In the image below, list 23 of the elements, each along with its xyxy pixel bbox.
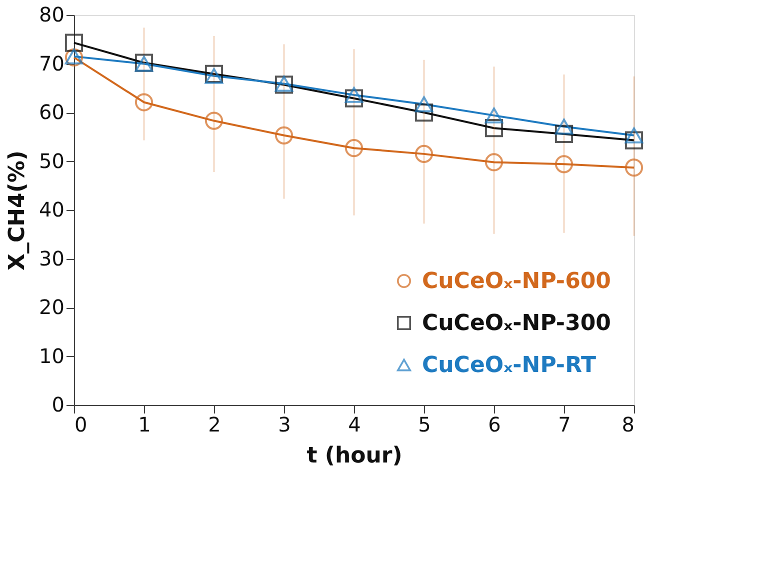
x-axis-title: t (hour)	[306, 444, 402, 468]
y-tick-label: 70	[39, 51, 64, 76]
y-tick-label: 80	[39, 2, 64, 26]
legend-label: CuCeOₓ-NP-RT	[422, 353, 596, 378]
x-tick-label: 5	[418, 412, 431, 436]
x-tick-label: 7	[558, 412, 571, 436]
y-tick-label: 0	[52, 392, 64, 416]
x-tick-label: 8	[622, 412, 634, 436]
y-tick-label: 50	[39, 148, 64, 173]
y-tick-label: 60	[39, 100, 64, 124]
y-tick-label: 20	[39, 295, 64, 319]
x-tick-label: 2	[208, 412, 221, 436]
x-tick-label: 0	[74, 412, 88, 436]
y-tick-label: 40	[39, 198, 64, 222]
x-tick-label: 6	[488, 412, 501, 436]
x-tick-label: 4	[348, 412, 361, 436]
y-axis-title: X_CH4(%)	[5, 150, 30, 270]
x-tick-label: 1	[138, 412, 151, 436]
legend-label: CuCeOₓ-NP-600	[422, 269, 611, 294]
y-tick-label: 10	[39, 344, 64, 368]
x-tick-label: 3	[278, 412, 291, 436]
y-tick-label: 30	[39, 246, 64, 270]
legend-label: CuCeOₓ-NP-300	[422, 311, 611, 336]
